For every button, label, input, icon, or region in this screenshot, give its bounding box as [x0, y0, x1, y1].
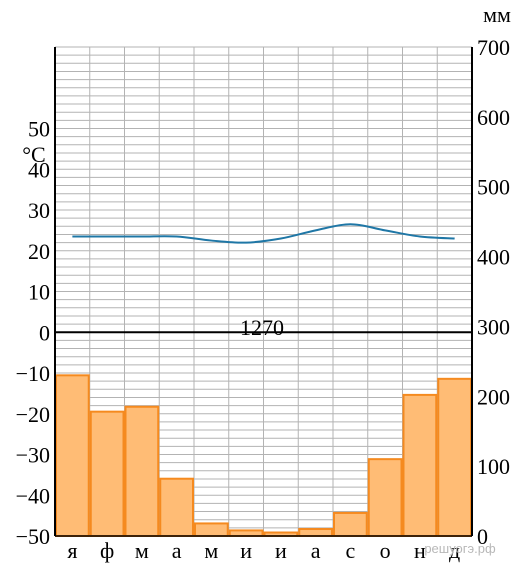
- precipitation-bar: [228, 529, 264, 538]
- temperature-curve: [72, 223, 455, 244]
- month-label: д: [449, 538, 460, 563]
- axes: [54, 47, 473, 537]
- month-label: м: [204, 538, 218, 563]
- precipitation-bar: [333, 511, 368, 537]
- temperature-tick-label: 20: [28, 239, 50, 264]
- precipitation-bar: [298, 528, 333, 537]
- precipitation-tick-label: 300: [477, 314, 510, 339]
- precipitation-tick-label: 0: [477, 524, 488, 549]
- temperature-tick-label: −20: [16, 402, 50, 427]
- temperature-unit-label: °C: [22, 142, 45, 167]
- month-label: н: [414, 538, 426, 563]
- month-label: о: [380, 538, 391, 563]
- precipitation-tick-label: 400: [477, 245, 510, 270]
- precipitation-unit-label: мм: [483, 2, 511, 27]
- annual-precipitation-label: 1270: [240, 315, 284, 340]
- temperature-tick-label: 10: [28, 280, 50, 305]
- month-label: а: [172, 538, 182, 563]
- precipitation-tick-label: 600: [477, 105, 510, 130]
- month-label: и: [240, 538, 252, 563]
- month-label: и: [275, 538, 287, 563]
- precipitation-bar: [124, 405, 160, 537]
- month-label: ф: [100, 538, 114, 563]
- precipitation-tick-label: 500: [477, 175, 510, 200]
- temperature-tick-label: −50: [16, 524, 50, 549]
- precipitation-bar: [55, 374, 90, 538]
- precipitation-bar: [159, 477, 194, 537]
- temperature-tick-label: 40: [28, 157, 50, 182]
- precipitation-tick-label: 700: [477, 35, 510, 60]
- temperature-tick-label: 0: [39, 320, 50, 345]
- precipitation-bars: [55, 374, 472, 538]
- precipitation-bar: [437, 377, 472, 538]
- month-label: а: [311, 538, 321, 563]
- precipitation-bar: [367, 458, 403, 537]
- month-label: м: [135, 538, 149, 563]
- precipitation-tick-label: 100: [477, 454, 510, 479]
- watermark: решуогэ.рф: [424, 541, 496, 556]
- month-label: я: [67, 538, 77, 563]
- precipitation-tick-label: 200: [477, 384, 510, 409]
- temperature-tick-label: 30: [28, 198, 50, 223]
- temperature-tick-label: −40: [16, 483, 50, 508]
- precipitation-bar: [402, 393, 438, 538]
- temperature-tick-label: −30: [16, 443, 50, 468]
- month-label: с: [345, 538, 355, 563]
- temperature-line: [72, 223, 455, 244]
- temperature-tick-label: 50: [28, 117, 50, 142]
- precipitation-bar: [194, 522, 229, 538]
- precipitation-bar: [89, 410, 125, 538]
- temperature-tick-label: −10: [16, 361, 50, 386]
- tick-labels: 50403020100−10−20−30−40−5070060050040030…: [16, 35, 510, 563]
